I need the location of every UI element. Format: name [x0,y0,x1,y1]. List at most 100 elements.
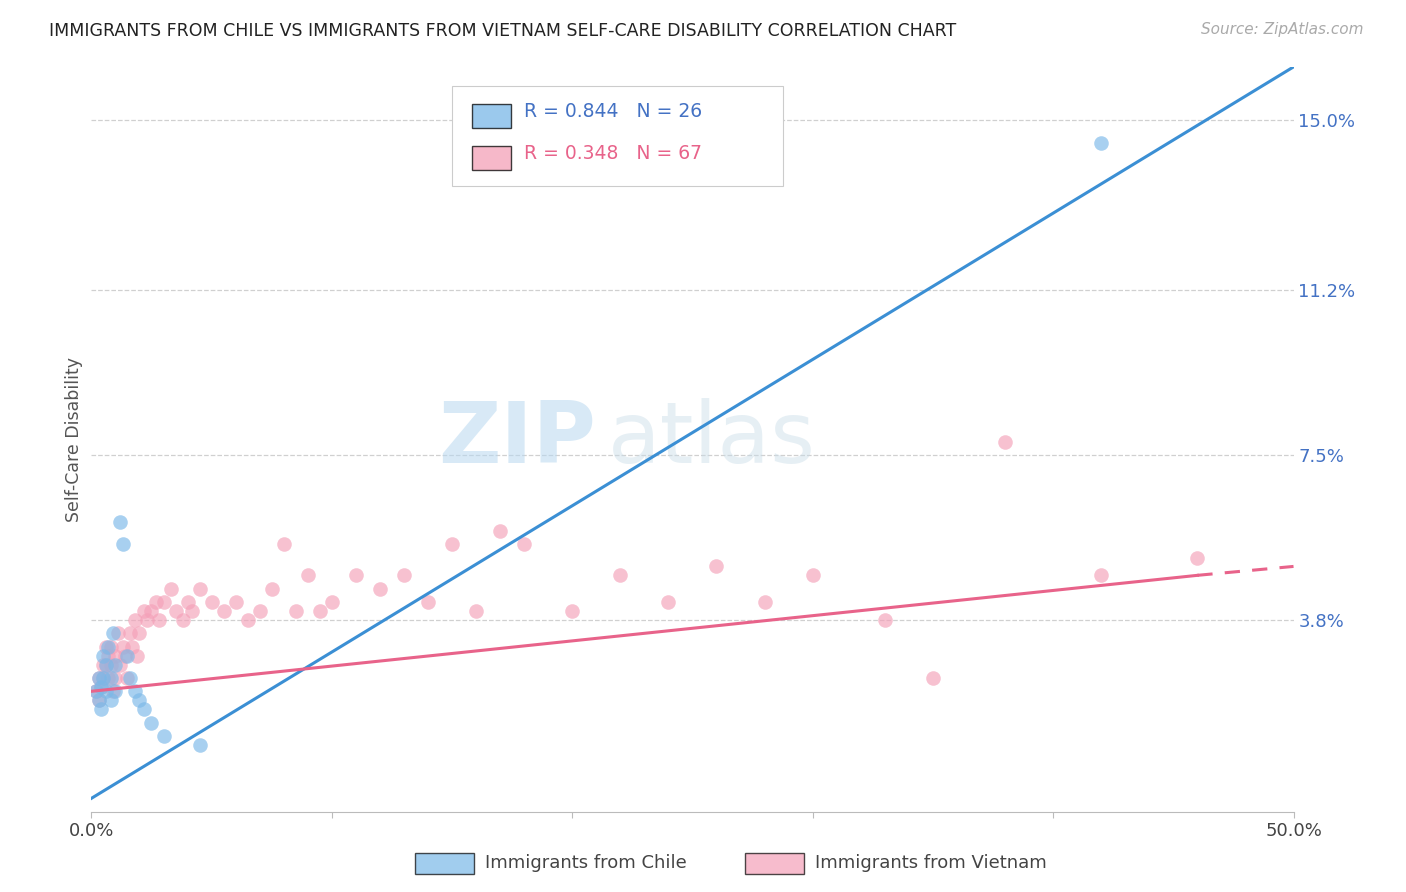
Point [188,738,211,752]
Point [104,648,127,663]
Point [181,604,204,618]
Point [212,604,235,618]
Point [93,671,115,685]
Text: R = 0.348   N = 67: R = 0.348 N = 67 [524,144,702,163]
Point [249,604,271,618]
Point [94,657,117,672]
Point [107,626,129,640]
Point [94,657,117,672]
Point [609,568,631,582]
Text: Immigrants from Vietnam: Immigrants from Vietnam [815,855,1047,872]
Point [489,524,512,538]
Point [392,568,415,582]
Point [118,626,141,640]
Point [118,671,141,685]
Point [344,568,367,582]
Point [1187,550,1209,565]
Point [308,604,330,618]
Point [124,684,146,698]
Point [754,595,776,609]
Point [135,613,157,627]
Point [172,613,194,627]
Point [101,626,124,640]
Point [145,595,167,609]
Point [114,648,136,663]
Point [465,604,488,618]
FancyBboxPatch shape [451,86,783,186]
Point [121,640,143,654]
Point [297,568,319,582]
Point [706,559,728,574]
Point [873,613,896,627]
Point [134,604,156,618]
Point [152,595,174,609]
Point [87,693,110,707]
Point [104,657,127,672]
Text: IMMIGRANTS FROM CHILE VS IMMIGRANTS FROM VIETNAM SELF-CARE DISABILITY CORRELATIO: IMMIGRANTS FROM CHILE VS IMMIGRANTS FROM… [49,22,956,40]
Point [94,640,117,654]
Text: Source: ZipAtlas.com: Source: ZipAtlas.com [1201,22,1364,37]
Point [1090,568,1112,582]
Point [110,657,132,672]
Point [513,537,536,551]
Point [657,595,679,609]
Point [87,671,110,685]
Point [87,693,110,707]
Point [321,595,343,609]
Point [90,680,112,694]
Point [922,671,945,685]
Point [111,537,134,551]
FancyBboxPatch shape [472,104,510,128]
Point [801,568,824,582]
Point [416,595,439,609]
Point [100,693,122,707]
Point [104,671,127,685]
Point [94,684,117,698]
Point [236,613,259,627]
Point [176,595,198,609]
Point [165,604,187,618]
Text: R = 0.844   N = 26: R = 0.844 N = 26 [524,102,702,121]
Point [87,671,110,685]
Point [97,648,120,663]
Point [111,640,134,654]
Point [994,434,1017,449]
Point [104,684,127,698]
Point [97,640,120,654]
Text: atlas: atlas [609,398,817,481]
Point [273,537,295,551]
Point [125,648,148,663]
Point [260,582,283,596]
Point [141,604,163,618]
Point [117,648,139,663]
FancyBboxPatch shape [472,146,510,169]
Point [141,715,163,730]
Point [159,582,181,596]
Point [188,582,211,596]
Point [225,595,247,609]
Point [124,613,146,627]
Point [100,640,122,654]
Point [90,680,112,694]
Point [84,684,107,698]
Point [128,693,150,707]
Point [117,671,139,685]
Text: Immigrants from Chile: Immigrants from Chile [485,855,686,872]
Point [84,684,107,698]
Point [368,582,391,596]
Text: ZIP: ZIP [439,398,596,481]
Point [134,702,156,716]
Point [93,657,115,672]
Point [148,613,170,627]
Point [110,515,132,529]
Y-axis label: Self-Care Disability: Self-Care Disability [65,357,83,522]
Point [152,729,174,743]
Point [93,671,115,685]
Point [284,604,307,618]
Point [101,684,124,698]
Point [1090,136,1112,150]
Point [97,671,120,685]
Point [100,657,122,672]
Point [201,595,224,609]
Point [100,671,122,685]
